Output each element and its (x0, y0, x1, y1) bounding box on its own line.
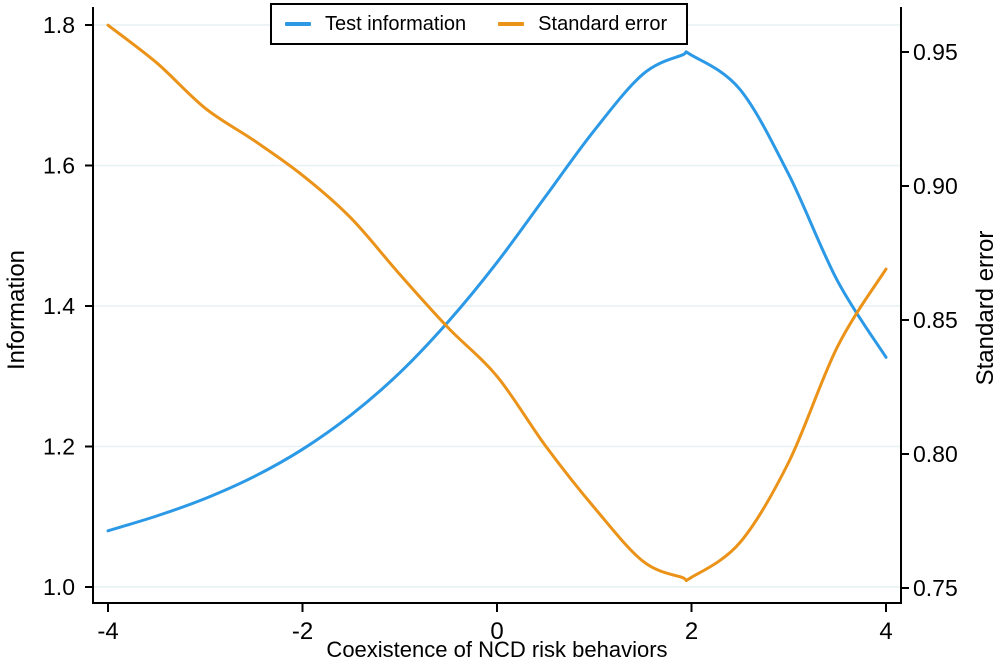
left-axis-title: Information (3, 249, 30, 371)
test-information-curve (106, 50, 888, 533)
y-left-tick-label: 1.6 (43, 153, 75, 179)
x-axis-title: Coexistence of NCD risk behaviors (326, 637, 668, 662)
legend-label-test-information: Test information (325, 12, 467, 35)
x-tick-label: -2 (292, 618, 313, 645)
x-tick-label: 0 (490, 618, 503, 645)
x-tick-label: 4 (879, 618, 892, 645)
x-tick-label: -4 (97, 618, 118, 645)
y-left-tick-label: 1.4 (43, 293, 75, 319)
y-right-tick-label: 0.90 (913, 173, 958, 199)
standard-error-curve (106, 23, 888, 583)
legend-label-standard-error: Standard error (538, 12, 668, 35)
standard-error-line-swatch (498, 22, 525, 26)
legend-item-test-information: Test information (285, 13, 466, 36)
y-left-tick-label: 1.8 (43, 12, 75, 38)
right-axis-title: Standard error (972, 230, 999, 386)
test-information-line-swatch (285, 22, 311, 26)
y-right-tick-label: 0.85 (913, 307, 958, 333)
legend-item-standard-error: Standard error (498, 13, 667, 36)
y-right-tick-label: 0.80 (913, 441, 958, 467)
x-tick-label: 2 (685, 618, 698, 645)
y-left-tick-label: 1.0 (43, 574, 75, 600)
y-left-tick-label: 1.2 (43, 434, 75, 460)
y-right-tick-label: 0.95 (913, 39, 958, 65)
legend: Test information Standard error (270, 3, 688, 45)
y-right-tick-label: 0.75 (913, 575, 958, 601)
